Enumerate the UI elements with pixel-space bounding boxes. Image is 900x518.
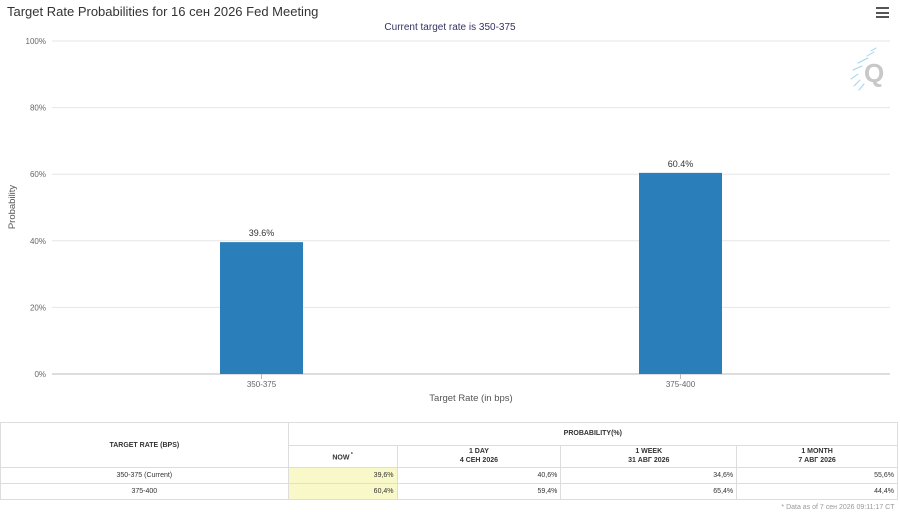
column-label: 1 WEEK bbox=[635, 448, 663, 456]
y-tick-label: 20% bbox=[30, 303, 46, 312]
x-axis-ticks: 350-375 375-400 bbox=[247, 374, 696, 389]
table-row: 375-400 60,4% 59,4% 65,4% 44,4% bbox=[0, 483, 898, 500]
column-date: 4 СЕН 2026 bbox=[459, 457, 498, 465]
data-label: 60.4% bbox=[668, 159, 694, 169]
probability-column-0: NOW * bbox=[287, 444, 398, 468]
x-tick-label: 350-375 bbox=[247, 380, 277, 389]
y-tick-label: 60% bbox=[30, 170, 46, 179]
table-row: 350-375 (Current) 39,6% 40,6% 34,6% 55,6% bbox=[0, 467, 898, 484]
column-date: 7 АВГ 2026 bbox=[798, 457, 836, 465]
y-tick-label: 100% bbox=[26, 37, 46, 46]
chart-subtitle: Current target rate is 350-375 bbox=[384, 22, 516, 33]
probability-column-1: 1 DAY 4 СЕН 2026 bbox=[396, 444, 562, 468]
column-label: NOW bbox=[332, 453, 350, 461]
rate-cell: 375-400 bbox=[0, 483, 289, 500]
y-tick-label: 40% bbox=[30, 237, 46, 246]
bars: 39.6% 60.4% bbox=[220, 159, 722, 374]
gridlines bbox=[52, 40, 890, 375]
probability-cell: 60,4% bbox=[287, 483, 398, 500]
hamburger-menu-icon[interactable] bbox=[876, 7, 889, 18]
column-date: 31 АВГ 2026 bbox=[628, 457, 670, 465]
footnote-marker: * bbox=[349, 451, 353, 458]
y-axis-title: Probability bbox=[7, 185, 18, 230]
probability-column-2: 1 WEEK 31 АВГ 2026 bbox=[560, 444, 738, 468]
probability-cell: 34,6% bbox=[560, 467, 738, 484]
bar[interactable] bbox=[220, 242, 303, 374]
bar[interactable] bbox=[639, 172, 722, 374]
data-label: 39.6% bbox=[249, 228, 275, 238]
bar-chart: 0% 20% 40% 60% 80% 100% 39.6% 60.4% 350-375 375… bbox=[7, 37, 890, 404]
svg-text:Q: Q bbox=[864, 58, 884, 88]
probability-column-header: PROBABILITY(%) bbox=[287, 422, 899, 446]
x-axis-title: Target Rate (in bps) bbox=[429, 393, 512, 404]
rate-cell: 350-375 (Current) bbox=[0, 467, 289, 484]
probability-column-3: 1 MONTH 7 АВГ 2026 bbox=[736, 444, 898, 468]
data-timestamp-footnote: * Data as of 7 сен 2026 09:11:17 CT bbox=[781, 504, 895, 511]
probability-cell: 55,6% bbox=[736, 467, 898, 484]
probability-cell: 39,6% bbox=[287, 467, 398, 484]
column-label: 1 DAY bbox=[468, 448, 489, 456]
q-logo-icon: Q bbox=[850, 47, 884, 91]
rate-column-header: TARGET RATE (BPS) bbox=[0, 422, 289, 468]
x-tick-label: 375-400 bbox=[666, 380, 696, 389]
probability-cell: 59,4% bbox=[396, 483, 562, 500]
probability-cell: 65,4% bbox=[560, 483, 738, 500]
y-tick-label: 80% bbox=[30, 104, 46, 113]
probability-table: TARGET RATE (BPS) PROBABILITY(%) NOW * 1 … bbox=[0, 422, 899, 515]
y-axis-ticks: 0% 20% 40% 60% 80% 100% bbox=[26, 37, 46, 379]
probability-cell: 40,6% bbox=[396, 467, 562, 484]
chart-title: Target Rate Probabilities for 16 сен 202… bbox=[7, 4, 319, 19]
y-tick-label: 0% bbox=[34, 370, 46, 379]
column-label: 1 MONTH bbox=[801, 448, 833, 456]
probability-cell: 44,4% bbox=[736, 483, 898, 500]
